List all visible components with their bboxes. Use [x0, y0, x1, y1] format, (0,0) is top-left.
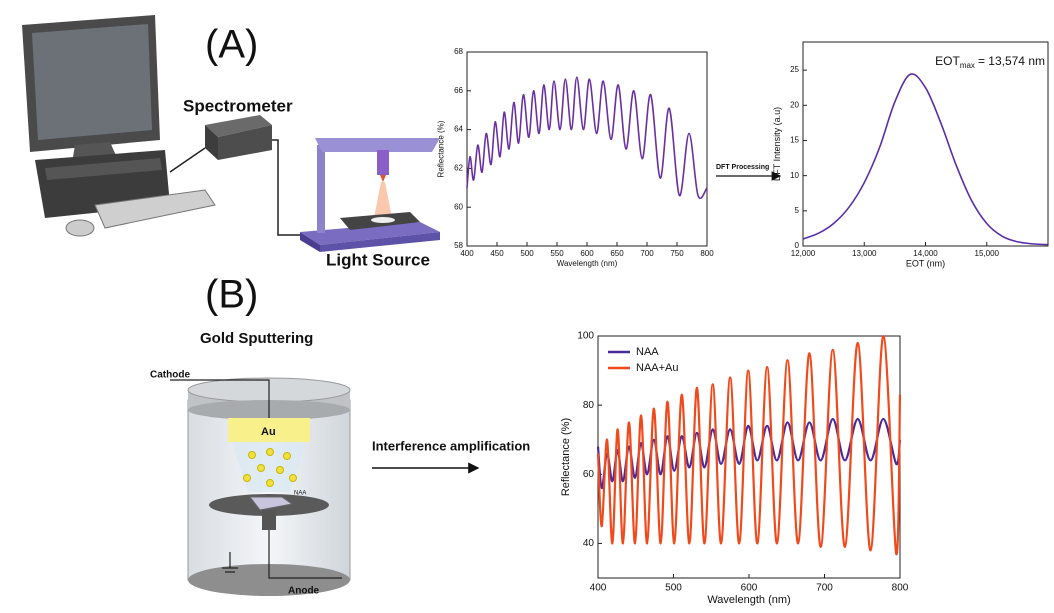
x-tick-label: 12,000 [791, 249, 816, 258]
plot-frame [802, 41, 1049, 247]
x-tick-label: 800 [700, 249, 714, 258]
x-axis-title: Wavelength (nm) [707, 594, 790, 606]
computer-illustration [22, 15, 216, 237]
y-tick-label: 15 [790, 136, 799, 145]
annotation: EOTmax = 13,574 nm [935, 54, 1045, 70]
x-tick-label: 14,000 [913, 249, 938, 258]
y-tick-label: 80 [583, 400, 595, 411]
x-tick-label: 450 [490, 249, 504, 258]
y-tick-label: 58 [454, 241, 463, 250]
data-line [466, 76, 708, 200]
x-tick-label: 15,000 [975, 249, 1000, 258]
x-tick-label: 600 [741, 583, 758, 594]
sputter-chamber-illustration [170, 377, 351, 596]
label: Au [261, 426, 276, 438]
data-line [596, 334, 902, 555]
panel-label: (A) [205, 23, 258, 67]
x-tick-label: 700 [640, 249, 654, 258]
annotation-suffix: = 13,574 nm [978, 54, 1045, 68]
y-tick-label: 40 [583, 538, 595, 549]
x-axis-title: EOT (nm) [906, 258, 945, 268]
label: Light Source [326, 250, 430, 269]
y-tick-label: 60 [454, 202, 463, 211]
y-tick-label: 68 [454, 47, 463, 56]
arrow-label: DFT Processing [716, 164, 769, 171]
x-tick-label: 800 [892, 583, 909, 594]
y-axis-title: Reflectance (%) [437, 120, 446, 177]
x-axis-title: Wavelength (nm) [557, 259, 618, 268]
label: Gold Sputtering [200, 330, 313, 347]
label: Spectrometer [183, 96, 293, 115]
label: Anode [288, 586, 320, 597]
y-axis-title: DFT Intensity (a.u) [772, 107, 782, 181]
x-tick-label: 600 [580, 249, 594, 258]
y-tick-label: 62 [454, 164, 463, 173]
spectrometer-illustration [169, 115, 300, 236]
x-tick-label: 700 [816, 583, 833, 594]
x-tick-label: 500 [520, 249, 534, 258]
legend-label: NAA+Au [636, 362, 679, 374]
annotation-subscript: max [960, 61, 975, 70]
label: Cathode [150, 370, 190, 381]
x-tick-label: 750 [670, 249, 684, 258]
data-line [596, 417, 902, 490]
plot-frame [466, 51, 708, 247]
y-tick-label: 66 [454, 86, 463, 95]
data-line [802, 73, 1049, 246]
arrow-label: Interference amplification [372, 438, 530, 453]
y-tick-label: 20 [790, 100, 799, 109]
y-tick-label: 60 [583, 469, 595, 480]
panel-label: (B) [205, 273, 258, 317]
y-tick-label: 0 [795, 241, 800, 250]
x-tick-label: 500 [665, 583, 682, 594]
x-tick-label: 550 [550, 249, 564, 258]
x-tick-label: 400 [590, 583, 607, 594]
y-tick-label: 64 [454, 125, 463, 134]
legend-label: NAA [636, 346, 659, 358]
y-tick-label: 10 [790, 171, 799, 180]
x-tick-label: 650 [610, 249, 624, 258]
y-tick-label: 25 [790, 65, 799, 74]
y-tick-label: 5 [795, 206, 800, 215]
light-source-illustration [300, 138, 440, 252]
y-tick-label: 100 [577, 331, 594, 342]
x-tick-label: 400 [460, 249, 474, 258]
annotation-text: EOT [935, 54, 960, 68]
x-tick-label: 13,000 [852, 249, 877, 258]
y-axis-title: Reflectance (%) [560, 418, 572, 496]
label: NAA [294, 491, 306, 497]
